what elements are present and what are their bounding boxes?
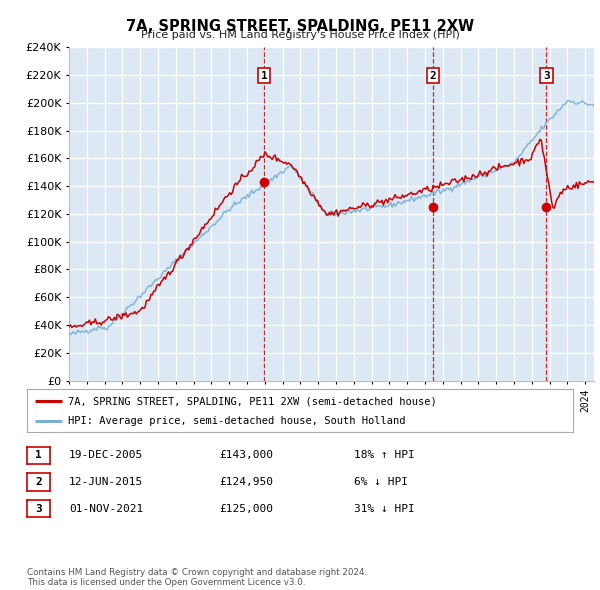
Text: 3: 3: [35, 504, 42, 513]
Text: 7A, SPRING STREET, SPALDING, PE11 2XW: 7A, SPRING STREET, SPALDING, PE11 2XW: [126, 19, 474, 34]
Text: 3: 3: [543, 71, 550, 80]
Text: £124,950: £124,950: [219, 477, 273, 487]
Text: 7A, SPRING STREET, SPALDING, PE11 2XW (semi-detached house): 7A, SPRING STREET, SPALDING, PE11 2XW (s…: [68, 396, 437, 407]
Text: 31% ↓ HPI: 31% ↓ HPI: [354, 504, 415, 513]
Text: 01-NOV-2021: 01-NOV-2021: [69, 504, 143, 513]
Text: 1: 1: [261, 71, 268, 80]
Text: 1: 1: [35, 451, 42, 460]
Text: Price paid vs. HM Land Registry's House Price Index (HPI): Price paid vs. HM Land Registry's House …: [140, 30, 460, 40]
Text: 18% ↑ HPI: 18% ↑ HPI: [354, 451, 415, 460]
Text: 12-JUN-2015: 12-JUN-2015: [69, 477, 143, 487]
Text: Contains HM Land Registry data © Crown copyright and database right 2024.
This d: Contains HM Land Registry data © Crown c…: [27, 568, 367, 587]
Text: 6% ↓ HPI: 6% ↓ HPI: [354, 477, 408, 487]
Text: £143,000: £143,000: [219, 451, 273, 460]
Text: £125,000: £125,000: [219, 504, 273, 513]
Text: HPI: Average price, semi-detached house, South Holland: HPI: Average price, semi-detached house,…: [68, 417, 406, 426]
Text: 19-DEC-2005: 19-DEC-2005: [69, 451, 143, 460]
Text: 2: 2: [35, 477, 42, 487]
Text: 2: 2: [430, 71, 436, 80]
